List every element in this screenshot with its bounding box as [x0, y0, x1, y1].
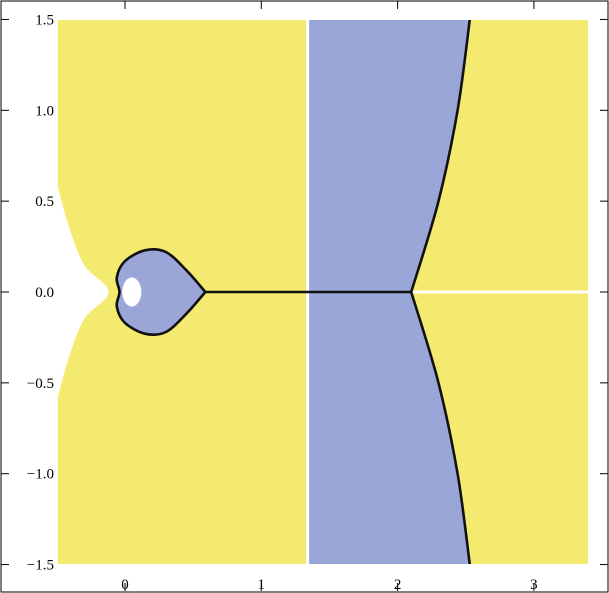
white-hole: [122, 277, 142, 307]
x-tick-label: 1: [258, 577, 266, 593]
y-tick-label: −1.5: [27, 558, 54, 574]
lower-branch-curve: [409, 291, 472, 564]
regions-layer: [58, 20, 588, 564]
x-axis-ticks: 0 1 2 3: [121, 1, 538, 593]
y-tick-label: −0.5: [27, 376, 54, 392]
y-tick-label: 0.0: [35, 285, 54, 301]
white-wedge-region: [58, 187, 109, 397]
x-tick-label: 3: [530, 577, 538, 593]
heart-loop-region: [115, 247, 208, 337]
y-tick-label: −1.0: [27, 467, 54, 483]
upper-branch-curve: [409, 20, 472, 293]
y-tick-label: 1.5: [35, 12, 54, 28]
x-tick-label: 0: [121, 577, 129, 593]
boundary-curves: [205, 20, 472, 564]
y-tick-label: 1.0: [35, 103, 54, 119]
y-axis-ticks: −1.5 −1.0 −0.5 0.0 0.5 1.0 1.5: [1, 12, 608, 574]
x-tick-label: 2: [394, 577, 402, 593]
y-tick-label: 0.5: [35, 194, 54, 210]
